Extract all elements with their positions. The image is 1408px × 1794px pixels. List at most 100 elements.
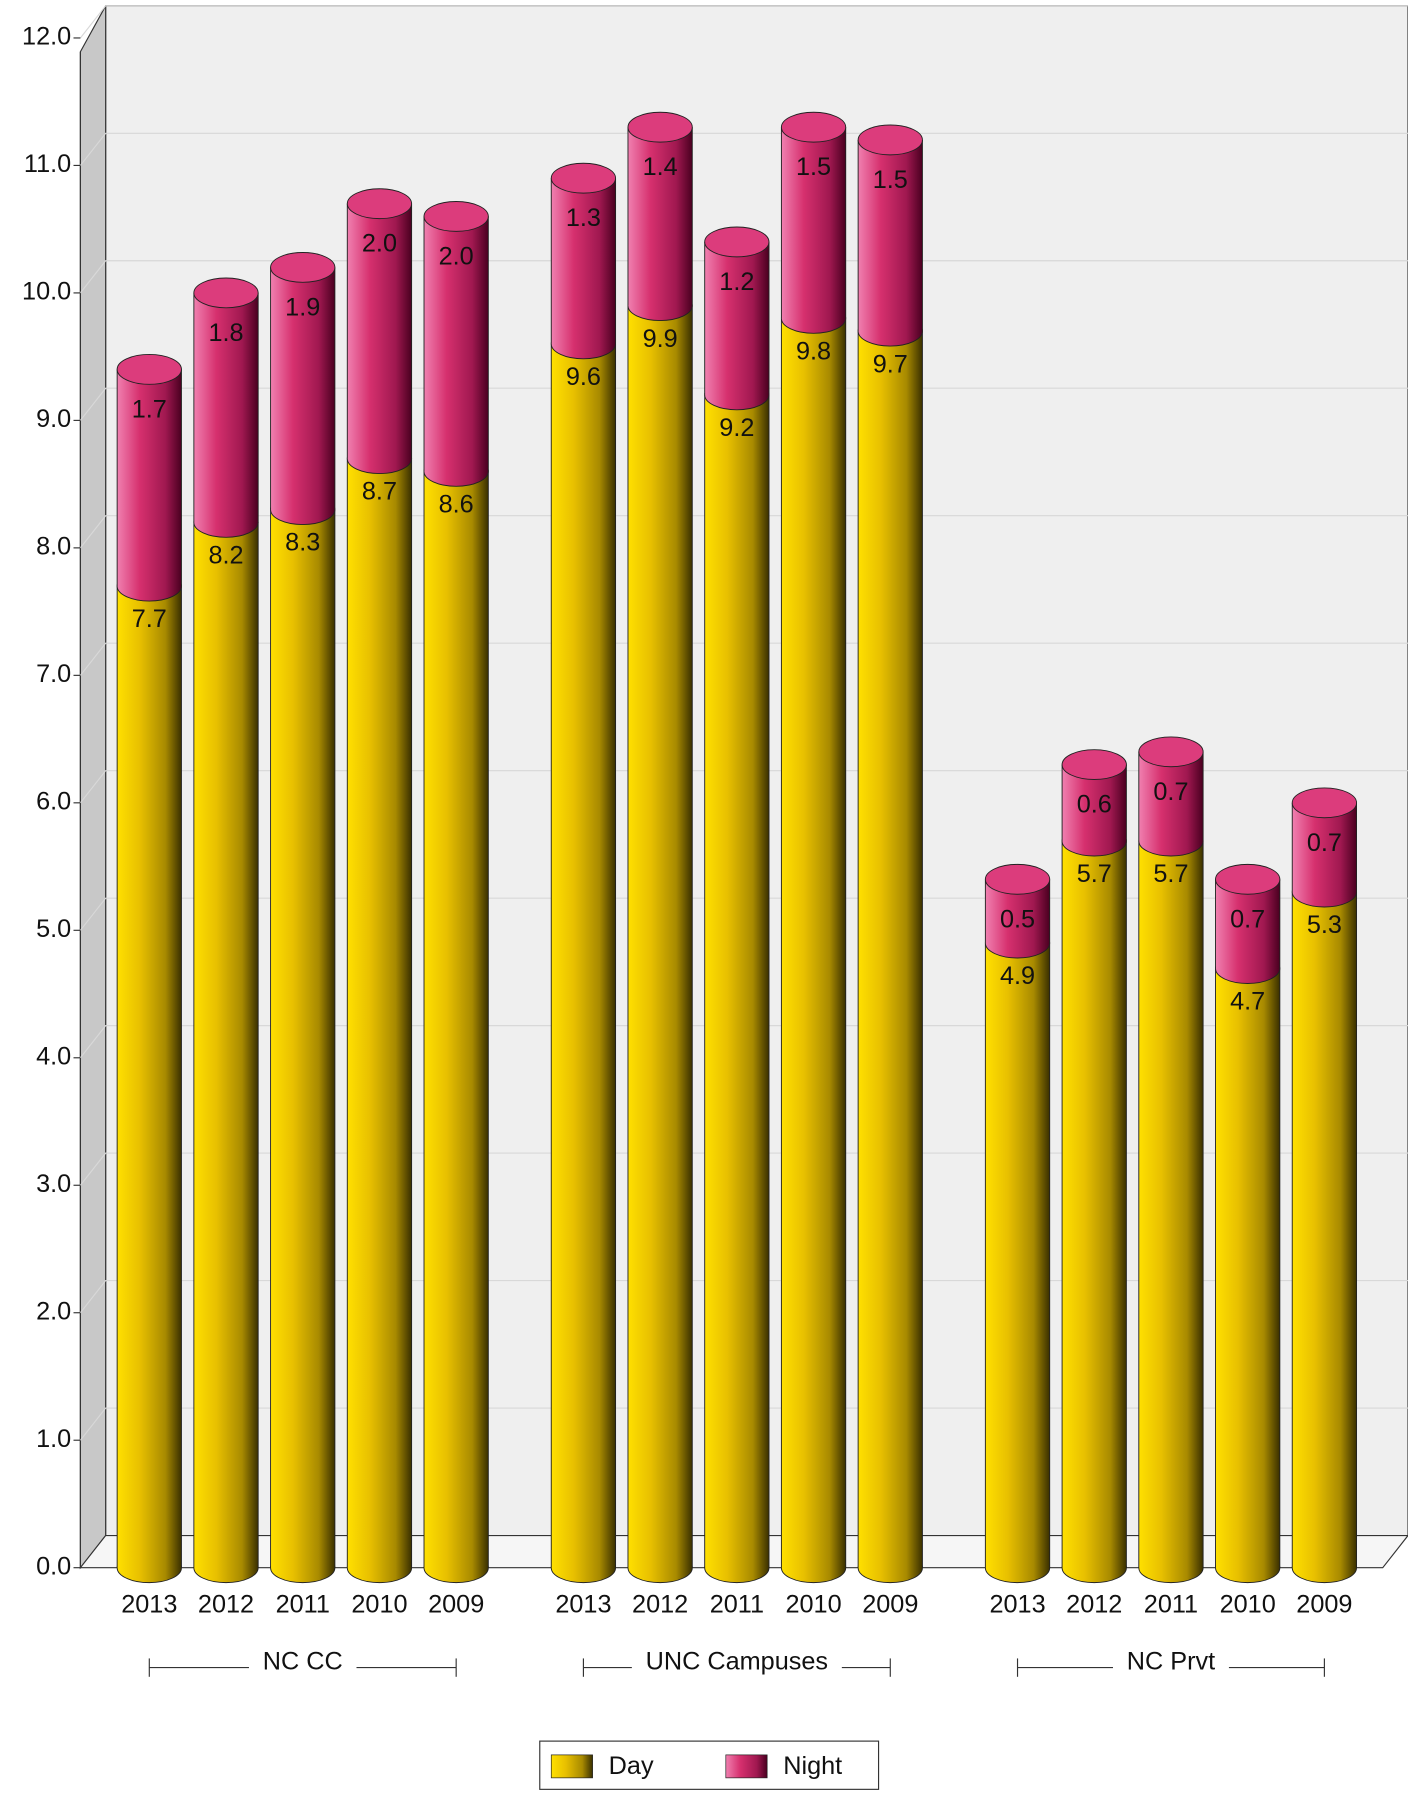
- day-segment: [346, 458, 413, 1584]
- value-label: 8.6: [439, 491, 474, 519]
- night-segment: [346, 188, 413, 475]
- cylinder-body: [551, 343, 616, 1568]
- legend-swatch: [725, 1754, 768, 1779]
- cylinder-body: [551, 178, 616, 344]
- cylinder-body: [347, 203, 412, 459]
- night-segment: [1138, 736, 1204, 857]
- grid-line: [79, 132, 1408, 166]
- night-segment: [550, 162, 617, 360]
- grid-line: [79, 770, 1408, 804]
- night-segment: [270, 252, 336, 526]
- x-tick-label: 2010: [785, 1590, 841, 1618]
- cylinder-body: [424, 216, 489, 472]
- cylinder-top: [704, 226, 770, 258]
- x-tick-label: 2011: [1144, 1590, 1198, 1618]
- x-tick-label: 2009: [428, 1590, 484, 1618]
- cylinder-body: [193, 522, 259, 1568]
- value-label: 4.9: [1000, 962, 1035, 990]
- cylinder-top: [1215, 863, 1281, 895]
- night-segment: [423, 201, 489, 487]
- value-label: 5.3: [1307, 911, 1342, 939]
- legend-label: Night: [783, 1752, 842, 1780]
- x-tick-label: 2012: [1066, 1590, 1122, 1618]
- y-tick-label: 0.0: [36, 1552, 71, 1580]
- x-tick-label: 2013: [989, 1590, 1045, 1618]
- value-label: 1.2: [719, 268, 754, 296]
- cylinder-body: [627, 305, 693, 1568]
- value-label: 2.0: [362, 230, 397, 258]
- night-segment: [857, 124, 923, 347]
- day-segment: [780, 318, 847, 1584]
- cylinder-body: [1215, 968, 1280, 1568]
- cylinder-top: [984, 863, 1051, 895]
- x-tick-label: 2010: [1220, 1590, 1276, 1618]
- cylinder-top: [270, 252, 336, 283]
- group-label: UNC Campuses: [646, 1648, 828, 1676]
- day-segment: [270, 509, 336, 1584]
- cylinder-top: [550, 162, 617, 194]
- cylinder-body: [704, 394, 770, 1568]
- y-tick-label: 11.0: [24, 150, 71, 178]
- cylinder-top: [1291, 787, 1358, 819]
- cylinder-body: [117, 586, 182, 1568]
- y-tick-label: 10.0: [22, 278, 71, 306]
- day-segment: [423, 471, 489, 1584]
- x-tick-label: 2011: [710, 1590, 764, 1618]
- cylinder-top: [1138, 736, 1204, 768]
- grid-line: [79, 387, 1408, 421]
- value-label: 1.9: [285, 293, 320, 321]
- x-tick-label: 2012: [632, 1590, 688, 1618]
- x-tick-label: 2012: [198, 1590, 254, 1618]
- x-tick-label: 2009: [862, 1590, 918, 1618]
- value-label: 9.9: [643, 325, 678, 353]
- night-segment: [193, 277, 259, 538]
- grid-line: [79, 642, 1408, 676]
- day-segment: [627, 305, 693, 1584]
- value-label: 1.4: [643, 153, 678, 181]
- legend-swatch: [550, 1754, 593, 1779]
- grid-line: [79, 5, 1408, 39]
- value-label: 5.7: [1153, 860, 1188, 888]
- night-segment: [780, 111, 847, 334]
- cylinder-body: [985, 943, 1050, 1568]
- x-tick-label: 2013: [121, 1590, 177, 1618]
- grid-line: [79, 1152, 1408, 1186]
- cylinder-body: [347, 458, 412, 1568]
- cylinder-top: [780, 111, 847, 143]
- grid-line: [79, 1407, 1408, 1441]
- x-tick-label: 2009: [1296, 1590, 1352, 1618]
- y-tick-label: 4.0: [36, 1042, 71, 1070]
- value-label: 8.3: [285, 529, 320, 557]
- night-segment: [704, 226, 770, 411]
- y-tick-label: 7.0: [36, 660, 71, 688]
- night-segment: [1215, 863, 1281, 984]
- day-segment: [984, 943, 1051, 1584]
- grid-line: [79, 260, 1408, 294]
- value-label: 1.3: [566, 204, 601, 232]
- cylinder-body: [781, 318, 846, 1568]
- grid-line: [79, 897, 1408, 931]
- y-tick-label: 3.0: [36, 1170, 71, 1198]
- cylinder-top: [857, 124, 923, 156]
- value-label: 9.2: [719, 414, 754, 442]
- grid-line: [79, 1280, 1408, 1314]
- value-label: 1.5: [873, 166, 908, 194]
- cylinder-top: [1061, 749, 1127, 780]
- cylinder-body: [704, 241, 770, 395]
- x-tick-label: 2010: [351, 1590, 407, 1618]
- day-segment: [1291, 892, 1358, 1584]
- day-segment: [193, 522, 259, 1584]
- cylinder-top: [116, 354, 182, 385]
- y-tick-label: 9.0: [36, 405, 71, 433]
- night-segment: [116, 354, 182, 602]
- night-segment: [984, 863, 1051, 959]
- night-segment: [1061, 749, 1127, 857]
- value-label: 1.5: [796, 153, 831, 181]
- value-label: 9.6: [566, 363, 601, 391]
- y-tick-label: 2.0: [36, 1297, 71, 1325]
- value-label: 8.7: [362, 478, 397, 506]
- cylinder-body: [1138, 841, 1204, 1568]
- cylinder-body: [627, 127, 693, 306]
- x-tick-label: 2013: [555, 1590, 611, 1618]
- day-segment: [1061, 841, 1127, 1584]
